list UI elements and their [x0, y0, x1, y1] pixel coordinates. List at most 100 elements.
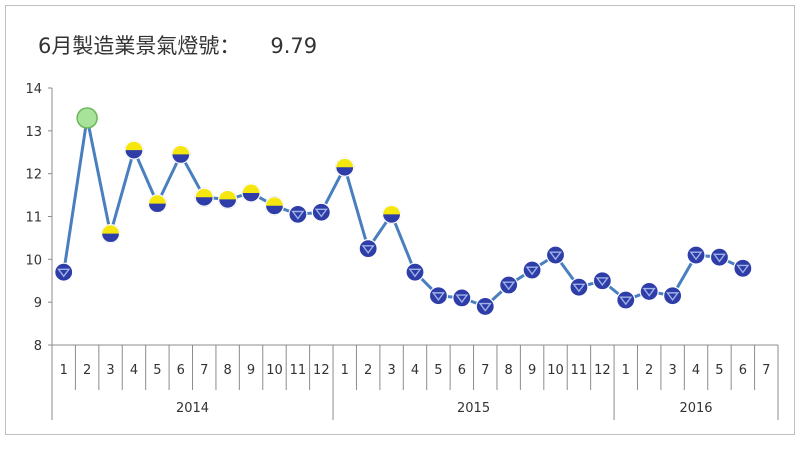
- x-month-label: 2: [364, 363, 372, 378]
- x-month-label: 1: [60, 363, 68, 378]
- chart-title-value: 9.79: [270, 34, 318, 58]
- signal-marker-blue: [428, 286, 449, 306]
- blue-light: [545, 245, 566, 265]
- yellow-half: [195, 188, 214, 198]
- blue-light: [663, 286, 683, 306]
- down-triangle-icon: [478, 302, 492, 312]
- x-month-label: 3: [668, 363, 676, 378]
- blue-light: [709, 247, 730, 267]
- green-light: [76, 107, 98, 129]
- signal-marker-yellow-blue: [335, 157, 355, 177]
- x-month-label: 2: [645, 363, 653, 378]
- signal-marker-yellow-blue: [171, 144, 191, 164]
- signal-marker-blue: [686, 245, 706, 265]
- down-triangle-icon: [548, 251, 563, 261]
- yellow-half: [124, 141, 143, 151]
- x-month-label: 3: [106, 363, 114, 378]
- blue-light: [522, 260, 542, 280]
- x-year-label: 2014: [176, 401, 209, 416]
- x-month-label: 5: [153, 363, 161, 378]
- x-month-label: 4: [411, 363, 419, 378]
- signal-marker-blue: [616, 290, 636, 310]
- down-triangle-icon: [572, 283, 586, 293]
- signal-marker-blue: [54, 262, 74, 282]
- marker-rim: [100, 224, 121, 244]
- y-axis: 8 9 10 11 12 13 14: [25, 82, 53, 420]
- x-month-label: 10: [547, 363, 564, 378]
- blue-light: [358, 239, 378, 259]
- marker-rim: [124, 140, 144, 160]
- y-tick-label: 11: [25, 211, 42, 226]
- blue-light: [592, 271, 612, 291]
- marker-rim: [264, 196, 285, 216]
- blue-light: [405, 262, 425, 282]
- y-tick-label: 10: [25, 253, 42, 268]
- down-triangle-icon: [595, 277, 609, 287]
- signal-marker-blue: [405, 262, 425, 282]
- signal-marker-yellow-blue: [124, 140, 144, 160]
- signal-marker-blue: [592, 271, 612, 291]
- down-triangle-icon: [525, 266, 539, 276]
- blue-light: [733, 258, 753, 278]
- yellow-half: [101, 224, 120, 234]
- x-year-label: 2015: [457, 401, 490, 416]
- signal-marker-blue: [733, 258, 753, 278]
- signal-marker-yellow-blue: [218, 189, 238, 209]
- x-month-label: 1: [341, 363, 349, 378]
- yellow-half: [148, 194, 167, 204]
- x-month-label: 11: [290, 363, 307, 378]
- x-year-label: 2016: [679, 401, 712, 416]
- signal-marker-yellow-blue: [194, 187, 214, 207]
- marker-rim: [241, 183, 261, 203]
- down-triangle-icon: [502, 281, 516, 291]
- down-triangle-icon: [361, 245, 375, 254]
- blue-light: [616, 290, 636, 310]
- signal-marker-yellow-blue: [264, 196, 285, 216]
- down-triangle-icon: [455, 294, 469, 304]
- down-triangle-icon: [408, 268, 422, 278]
- x-month-label: 12: [313, 363, 330, 378]
- yellow-half: [218, 190, 237, 200]
- yellow-half: [335, 158, 354, 168]
- x-month-label: 5: [715, 363, 723, 378]
- signal-marker-green: [76, 107, 98, 129]
- x-month-label: 12: [594, 363, 611, 378]
- blue-light: [452, 288, 472, 308]
- y-tick-label: 13: [25, 125, 42, 140]
- signal-marker-blue: [639, 281, 659, 302]
- blue-light: [499, 275, 519, 295]
- blue-light: [288, 204, 308, 224]
- yellow-half: [265, 196, 284, 206]
- x-month-label: 6: [739, 363, 747, 378]
- x-month-label: 9: [247, 363, 255, 378]
- x-month-label: 2: [83, 363, 91, 378]
- blue-light: [475, 296, 495, 317]
- x-month-label: 6: [458, 363, 466, 378]
- y-tick-label: 8: [34, 339, 42, 354]
- marker-rim: [381, 204, 402, 224]
- series-markers: [54, 107, 753, 317]
- y-tick-label: 12: [25, 168, 42, 183]
- signal-marker-blue: [499, 275, 519, 295]
- chart-frame: [5, 5, 795, 435]
- down-triangle-icon: [314, 208, 328, 218]
- signal-marker-blue: [709, 247, 730, 267]
- series-path: [62, 116, 744, 308]
- down-triangle-icon: [736, 264, 750, 274]
- x-month-label: 9: [528, 363, 536, 378]
- down-triangle-icon: [666, 292, 680, 302]
- marker-rim: [147, 194, 167, 214]
- marker-rim: [171, 144, 191, 164]
- down-triangle-icon: [57, 268, 71, 278]
- blue-light: [428, 286, 449, 306]
- series-line: [62, 116, 744, 308]
- signal-marker-blue: [475, 296, 495, 317]
- signal-marker-blue: [358, 239, 378, 259]
- blue-light: [311, 202, 331, 222]
- y-tick-label: 9: [34, 296, 42, 311]
- chart-title-row: 6月製造業景氣燈號： 9.79: [38, 30, 317, 60]
- x-month-label: 7: [481, 363, 489, 378]
- blue-light: [54, 262, 74, 282]
- x-axis: 1 2 3 4 5 6 7 8 9 10 11 12 1 2 3 4 5 6 7 8 9 10 11 12 1 2 3 4 5 6 7201…: [51, 344, 779, 420]
